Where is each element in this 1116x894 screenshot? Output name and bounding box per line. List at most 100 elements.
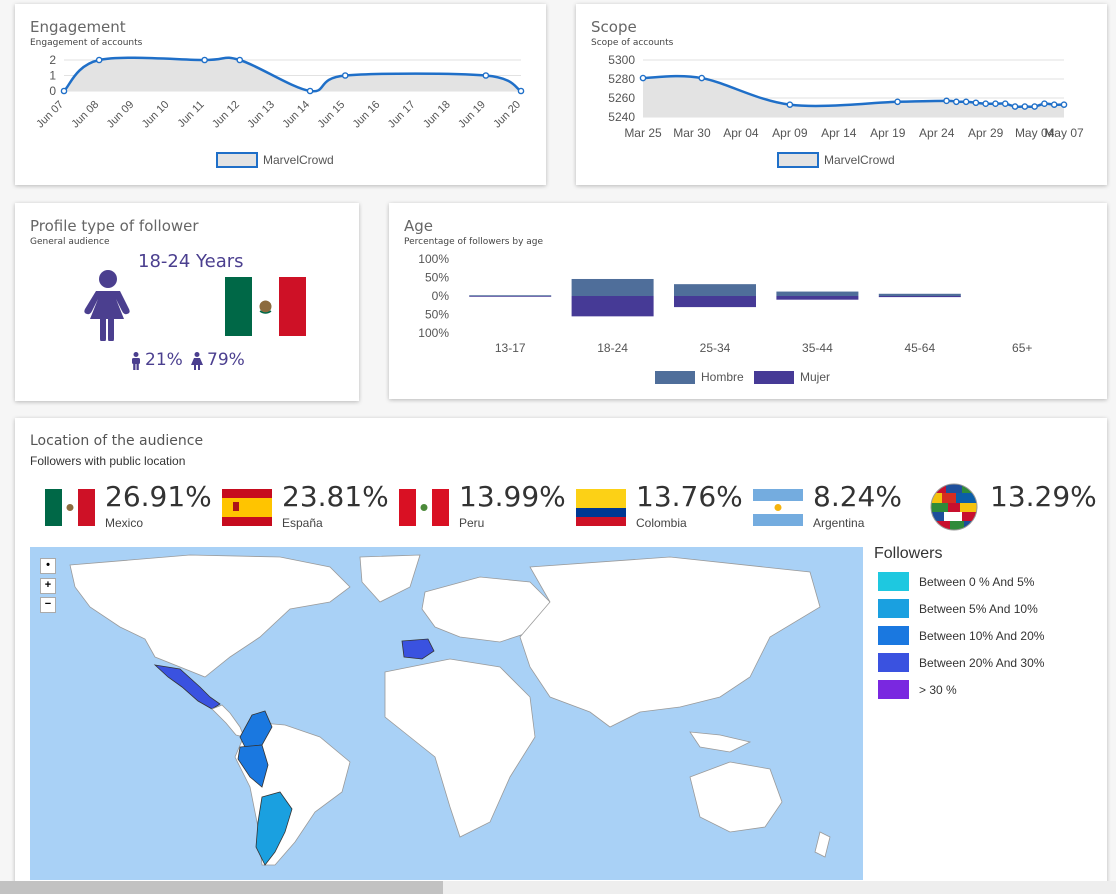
- data-point[interactable]: [639, 74, 647, 82]
- y-tick-label: 5300: [608, 53, 635, 67]
- map-reset-button[interactable]: •: [40, 558, 56, 574]
- data-point[interactable]: [943, 97, 950, 105]
- map-australia[interactable]: [689, 761, 783, 833]
- map-greenland[interactable]: [359, 554, 421, 603]
- map-north-america[interactable]: [69, 554, 351, 678]
- data-point[interactable]: [1060, 101, 1068, 108]
- country-percentage: 13.29%: [990, 480, 1097, 513]
- age-card: Age Percentage of followers by age 100% 5…: [389, 203, 1107, 399]
- data-point[interactable]: [992, 100, 999, 107]
- map-zoom-out-button[interactable]: −: [40, 597, 56, 613]
- country-percentage: 8.24%: [813, 480, 902, 513]
- data-point[interactable]: [972, 99, 980, 107]
- map-asia[interactable]: [519, 556, 821, 728]
- x-tick-label: Jun 17: [386, 99, 418, 131]
- y-tick-label: 100%: [418, 326, 449, 340]
- argentina-flag-icon: [753, 489, 803, 526]
- data-point[interactable]: [1021, 103, 1029, 110]
- bar-hombre[interactable]: [878, 293, 961, 296]
- x-tick-label: 35-44: [802, 341, 833, 355]
- scope-legend-label[interactable]: MarvelCrowd: [824, 153, 895, 167]
- map-mexico[interactable]: [153, 664, 221, 710]
- engagement-legend-label[interactable]: MarvelCrowd: [263, 153, 334, 167]
- data-point[interactable]: [1050, 101, 1058, 108]
- legend-label-mujer[interactable]: Mujer: [800, 370, 830, 384]
- data-point[interactable]: [698, 74, 706, 82]
- x-tick-label: Jun 10: [140, 99, 172, 131]
- y-tick-label: 5240: [608, 110, 635, 124]
- profile-card: Profile type of follower General audienc…: [15, 203, 359, 401]
- scrollbar-thumb[interactable]: [0, 881, 443, 894]
- profile-subtitle: General audience: [30, 237, 110, 247]
- location-title: Location of the audience: [30, 433, 204, 449]
- data-point[interactable]: [306, 87, 314, 95]
- country-percentage: 13.99%: [459, 480, 566, 513]
- y-tick-label: 100%: [418, 252, 449, 266]
- data-point[interactable]: [953, 98, 960, 106]
- x-tick-label: 45-64: [904, 341, 935, 355]
- data-point[interactable]: [236, 56, 244, 64]
- x-tick-label: Apr 14: [821, 126, 857, 140]
- bar-mujer[interactable]: [469, 296, 552, 297]
- x-tick-label: Jun 11: [175, 99, 206, 130]
- data-point[interactable]: [482, 72, 490, 79]
- scope-chart: 5300 5280 5260 5240 Mar 25 Mar 30 Apr 04 Apr 0…: [608, 53, 1084, 168]
- map-central-america[interactable]: [211, 704, 245, 738]
- x-tick-label: Apr 24: [919, 126, 955, 140]
- world-map[interactable]: [30, 547, 863, 880]
- x-tick-label: Jun 09: [105, 99, 137, 131]
- legend-label: Between 0 % And 5%: [919, 575, 1035, 589]
- peru-flag-icon: [399, 489, 449, 526]
- data-point[interactable]: [962, 98, 970, 106]
- map-spain[interactable]: [401, 638, 435, 660]
- data-point[interactable]: [982, 100, 989, 107]
- y-tick-label: 50%: [425, 271, 449, 285]
- bar-hombre[interactable]: [674, 284, 756, 296]
- map-legend-title: Followers: [874, 545, 943, 562]
- data-point[interactable]: [1031, 103, 1038, 110]
- bar-mujer[interactable]: [776, 296, 859, 300]
- x-tick-label: Jun 12: [210, 99, 242, 131]
- data-point[interactable]: [517, 87, 525, 95]
- bar-hombre[interactable]: [776, 291, 859, 296]
- data-point[interactable]: [341, 72, 349, 79]
- horizontal-scrollbar[interactable]: [0, 881, 1116, 894]
- data-point[interactable]: [894, 98, 901, 106]
- legend-label: > 30 %: [919, 683, 957, 697]
- x-tick-label: 65+: [1012, 341, 1032, 355]
- data-point[interactable]: [1001, 100, 1009, 107]
- data-point[interactable]: [95, 56, 103, 64]
- legend-swatch: [878, 572, 909, 591]
- female-person-icon: [84, 270, 130, 341]
- map-europe[interactable]: [421, 576, 551, 643]
- data-point[interactable]: [1041, 100, 1048, 107]
- x-tick-label: Jun 16: [351, 99, 383, 131]
- data-point[interactable]: [786, 101, 794, 108]
- bar-mujer[interactable]: [674, 296, 756, 308]
- location-subtitle: Followers with public location: [30, 454, 186, 468]
- country-name: Colombia: [636, 516, 687, 530]
- bar-hombre[interactable]: [571, 278, 654, 296]
- y-tick-label: 2: [49, 53, 56, 67]
- engagement-legend-swatch[interactable]: [216, 152, 258, 168]
- map-argentina[interactable]: [255, 791, 293, 866]
- scope-legend-swatch[interactable]: [777, 152, 819, 168]
- data-point[interactable]: [60, 87, 68, 95]
- x-tick-label: Apr 29: [968, 126, 1004, 140]
- map-africa[interactable]: [384, 658, 536, 838]
- bar-mujer[interactable]: [878, 296, 961, 298]
- data-point[interactable]: [201, 56, 208, 64]
- bar-mujer[interactable]: [571, 296, 654, 317]
- data-point[interactable]: [1011, 103, 1019, 110]
- engagement-area: [64, 57, 521, 92]
- legend-swatch-hombre[interactable]: [655, 371, 695, 384]
- legend-label-hombre[interactable]: Hombre: [701, 370, 744, 384]
- legend-swatch-mujer[interactable]: [754, 371, 794, 384]
- map-new-zealand[interactable]: [814, 831, 831, 858]
- map-peru[interactable]: [237, 744, 269, 788]
- bar-hombre[interactable]: [469, 295, 552, 296]
- x-tick-label: 18-24: [597, 341, 628, 355]
- map-zoom-in-button[interactable]: +: [40, 578, 56, 594]
- x-tick-label: Jun 14: [280, 99, 312, 131]
- map-indonesia[interactable]: [689, 731, 752, 753]
